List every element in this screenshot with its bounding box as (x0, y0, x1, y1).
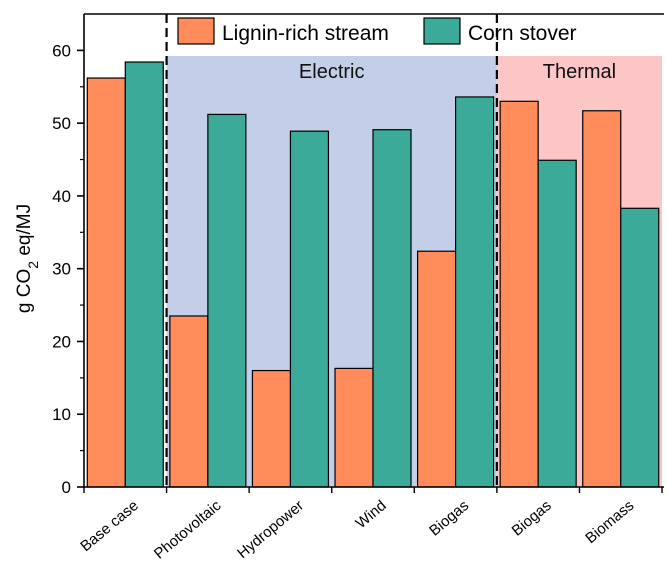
legend-swatch-0 (177, 17, 215, 45)
y-tick-label-40: 40 (52, 187, 71, 206)
bar-lignin-1 (169, 315, 209, 488)
x-category-label-2: Hydropower (234, 497, 307, 562)
x-category-label-0: Base case (77, 497, 142, 555)
x-category-label-3: Wind (352, 497, 389, 532)
x-category-label-4: Biogas (426, 497, 472, 540)
region-thermal-label: Thermal (543, 61, 616, 83)
bar-corn-stover-2 (289, 130, 330, 488)
y-axis-title: g CO2 eq/MJ (14, 204, 41, 313)
bar-corn-stover-0 (124, 61, 164, 488)
bar-lignin-4 (416, 250, 457, 488)
bars (86, 61, 660, 488)
bar-corn-stover-4 (454, 96, 495, 488)
axes (77, 13, 664, 493)
x-category-label-6: Biomass (582, 497, 637, 547)
bar-corn-stover-3 (372, 129, 412, 488)
legend-label-1: Corn stover (468, 22, 577, 45)
legend-label-0: Lignin-rich stream (222, 22, 389, 45)
legend-swatch-1 (423, 17, 461, 45)
x-category-label-5: Biogas (509, 497, 555, 540)
region-electric-label: Electric (299, 61, 365, 83)
y-tick-label-60: 60 (52, 41, 71, 60)
y-tick-label-50: 50 (52, 114, 71, 133)
bar-corn-stover-5 (537, 159, 577, 488)
bar-lignin-5 (499, 100, 539, 488)
x-category-label-1: Photovoltaic (151, 497, 225, 563)
bar-lignin-2 (251, 369, 292, 488)
bar-lignin-0 (86, 77, 126, 488)
y-tick-label-10: 10 (52, 405, 71, 424)
bar-lignin-6 (582, 110, 622, 488)
y-tick-label-20: 20 (52, 332, 71, 351)
y-tick-label-0: 0 (62, 478, 71, 497)
legend: Lignin-rich stream Corn stover (177, 17, 577, 45)
bar-corn-stover-6 (620, 207, 660, 488)
bar-lignin-3 (334, 367, 374, 488)
y-tick-label-30: 30 (52, 260, 71, 279)
bar-corn-stover-1 (207, 113, 247, 488)
